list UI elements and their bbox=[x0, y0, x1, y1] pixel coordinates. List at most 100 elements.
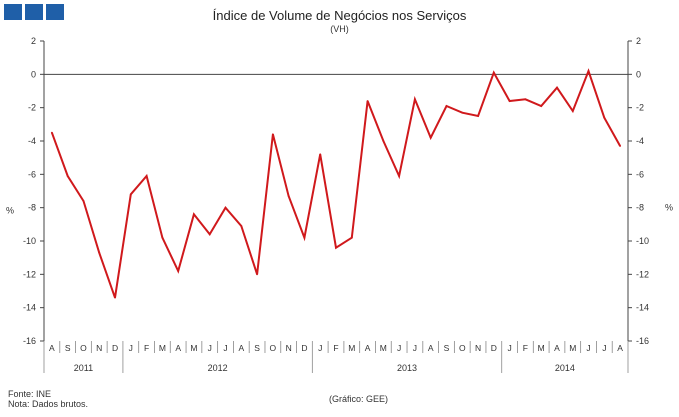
month-label: N bbox=[96, 343, 102, 353]
month-label: A bbox=[617, 343, 623, 353]
y-tick-label-left: 0 bbox=[31, 69, 36, 79]
month-label: N bbox=[475, 343, 481, 353]
data-point bbox=[477, 115, 479, 117]
month-label: A bbox=[175, 343, 181, 353]
series-line-vh bbox=[50, 68, 621, 299]
data-point bbox=[540, 105, 543, 107]
data-point bbox=[129, 193, 132, 196]
y-tick-label-right: -8 bbox=[636, 203, 644, 213]
y-tick-label-left: -12 bbox=[23, 269, 36, 279]
month-label: O bbox=[270, 343, 277, 353]
data-point bbox=[461, 111, 464, 114]
y-tick-label-left: -4 bbox=[28, 136, 36, 146]
month-label: A bbox=[49, 343, 55, 353]
y-tick-label-left: -2 bbox=[28, 103, 36, 113]
y-axis-label-left: % bbox=[6, 206, 14, 216]
chart-subtitle: (VH) bbox=[330, 24, 349, 34]
data-point bbox=[587, 70, 590, 72]
month-label: D bbox=[301, 343, 307, 353]
data-point bbox=[50, 131, 53, 134]
data-point bbox=[193, 213, 195, 216]
month-label: O bbox=[80, 343, 87, 353]
month-label: A bbox=[365, 343, 371, 353]
y-tick-label-right: -6 bbox=[636, 169, 644, 179]
month-label: D bbox=[491, 343, 497, 353]
data-point bbox=[445, 105, 448, 107]
year-label: 2013 bbox=[397, 363, 417, 373]
month-label: J bbox=[586, 343, 590, 353]
data-point bbox=[556, 86, 558, 89]
data-point bbox=[303, 236, 306, 239]
logo bbox=[4, 4, 64, 20]
y-tick-label-left: -10 bbox=[23, 236, 36, 246]
year-label: 2014 bbox=[555, 363, 575, 373]
chart-credit: (Gráfico: GEE) bbox=[329, 394, 389, 404]
data-point bbox=[161, 236, 164, 239]
data-point bbox=[98, 251, 101, 254]
data-point bbox=[398, 175, 401, 177]
data-point bbox=[335, 246, 337, 249]
data-point bbox=[382, 140, 385, 142]
month-label: F bbox=[523, 343, 528, 353]
y-tick-label-right: -16 bbox=[636, 336, 649, 346]
month-label: S bbox=[65, 343, 71, 353]
data-point bbox=[619, 145, 622, 147]
data-point bbox=[271, 133, 274, 136]
month-label: S bbox=[444, 343, 450, 353]
year-label: 2011 bbox=[74, 363, 93, 373]
data-point bbox=[114, 296, 116, 299]
month-label: S bbox=[254, 343, 260, 353]
year-label: 2012 bbox=[208, 363, 228, 373]
month-label: A bbox=[428, 343, 434, 353]
month-label: J bbox=[602, 343, 606, 353]
logo-square bbox=[25, 4, 43, 20]
data-point bbox=[66, 175, 69, 177]
data-point bbox=[414, 98, 416, 101]
y-tick-label-right: 2 bbox=[636, 36, 641, 46]
data-note: Nota: Dados brutos. bbox=[8, 399, 89, 409]
data-point bbox=[366, 100, 369, 102]
data-point bbox=[177, 270, 180, 272]
month-label: M bbox=[348, 343, 355, 353]
month-label: J bbox=[318, 343, 322, 353]
data-point bbox=[571, 110, 574, 112]
month-label: D bbox=[112, 343, 118, 353]
data-point bbox=[256, 273, 258, 276]
month-label: J bbox=[129, 343, 133, 353]
month-label: J bbox=[208, 343, 212, 353]
month-label: J bbox=[223, 343, 227, 353]
month-label: A bbox=[554, 343, 560, 353]
data-point bbox=[524, 98, 527, 101]
data-point bbox=[319, 153, 322, 156]
y-tick-label-left: -16 bbox=[23, 336, 36, 346]
month-label: J bbox=[397, 343, 401, 353]
y-tick-label-left: 2 bbox=[31, 36, 36, 46]
month-label: M bbox=[190, 343, 197, 353]
y-tick-label-right: -10 bbox=[636, 236, 649, 246]
month-label: A bbox=[238, 343, 244, 353]
y-tick-label-right: -2 bbox=[636, 103, 644, 113]
month-label: M bbox=[569, 343, 576, 353]
month-label: J bbox=[507, 343, 511, 353]
month-label: O bbox=[459, 343, 466, 353]
month-label: F bbox=[333, 343, 338, 353]
month-label: M bbox=[159, 343, 166, 353]
y-tick-label-left: -14 bbox=[23, 303, 36, 313]
y-tick-label-left: -8 bbox=[28, 203, 36, 213]
chart-title: Índice de Volume de Negócios nos Serviço… bbox=[212, 8, 467, 23]
month-label: M bbox=[380, 343, 387, 353]
source-note: Fonte: INE bbox=[8, 389, 52, 399]
data-point bbox=[508, 100, 511, 102]
data-point bbox=[240, 225, 243, 227]
logo-square bbox=[4, 4, 22, 20]
y-tick-label-right: 0 bbox=[636, 69, 641, 79]
data-point bbox=[603, 116, 606, 119]
y-tick-label-left: -6 bbox=[28, 169, 36, 179]
month-label: M bbox=[538, 343, 545, 353]
data-point bbox=[350, 236, 353, 239]
y-axis-label-right: % bbox=[665, 203, 673, 213]
y-tick-label-right: -14 bbox=[636, 303, 649, 313]
data-point bbox=[224, 206, 227, 209]
y-tick-label-right: -12 bbox=[636, 269, 649, 279]
